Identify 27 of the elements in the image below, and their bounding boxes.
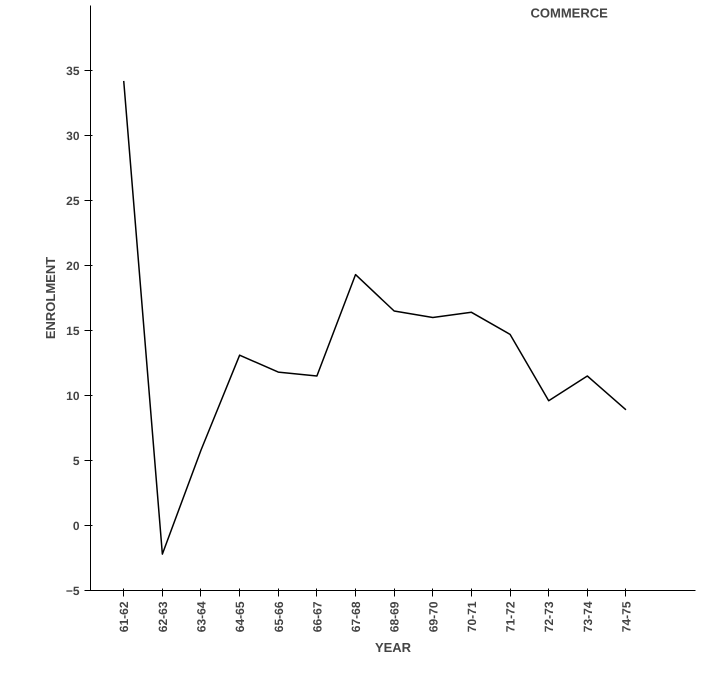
y-tick-label: 0 [72,519,80,533]
x-tick-label: 64-65 [233,601,248,632]
y-tick-label: 25 [66,194,80,208]
x-tick-label: 61-62 [117,601,132,632]
x-tick-label: 63-64 [194,601,208,632]
x-tick-label: 66-67 [310,601,324,632]
x-axis-title: YEAR [374,640,412,656]
x-tick-label: 70-71 [464,601,479,632]
y-tick-label: 35 [66,64,80,78]
x-tick-label: 69-70 [426,601,440,632]
y-tick-label: 30 [66,129,80,143]
annotation: COMMERCE [530,6,608,20]
y-tick-label: 10 [66,389,80,403]
x-tick-label: 74-75 [619,601,634,632]
x-tick-label: 67-68 [349,601,364,632]
x-tick-label: 68-69 [388,601,402,632]
x-tick-label: 72-73 [542,601,556,632]
x-tick-label: 73-74 [580,601,595,632]
x-tick-label: 71-72 [504,601,518,632]
line-series [122,80,627,555]
x-tick-label: 65-66 [272,601,286,632]
x-tick-label: 62-63 [156,601,170,632]
y-tick-label: −5 [66,584,80,598]
y-tick-label: 15 [66,324,80,338]
y-axis-title: ENROLMENT [42,256,58,340]
y-tick-label: 20 [66,259,80,273]
y-tick-label: 5 [72,454,80,468]
